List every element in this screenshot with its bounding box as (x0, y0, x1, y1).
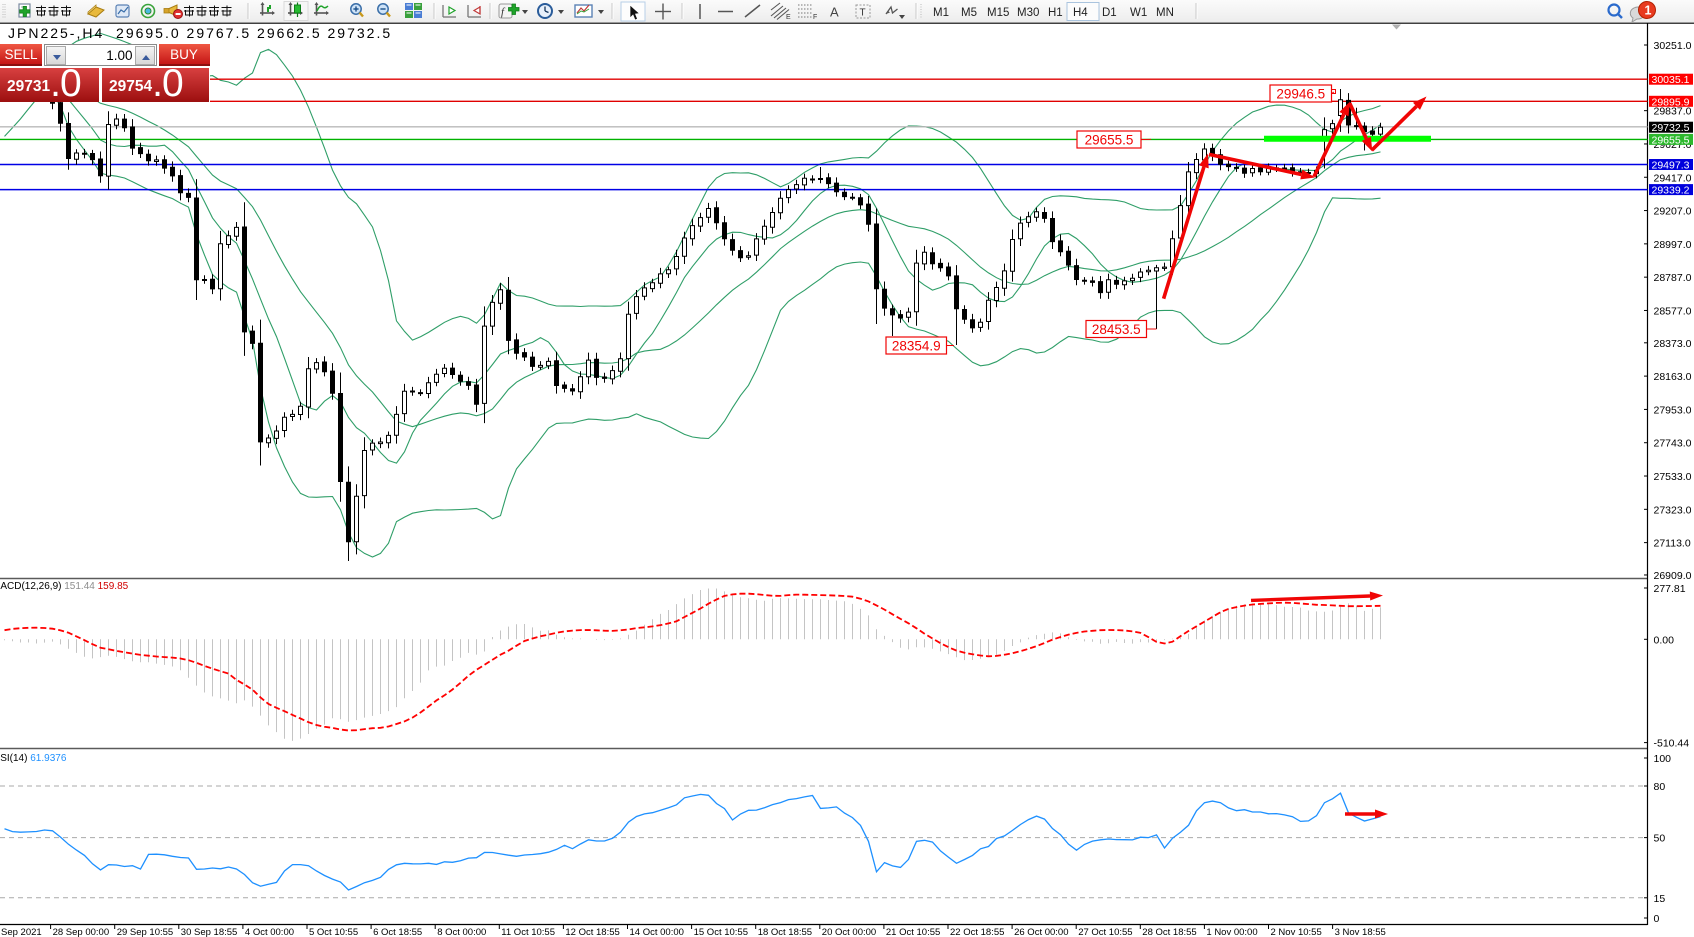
svg-text:29837.0: 29837.0 (1654, 106, 1692, 118)
svg-text:W1: W1 (1130, 7, 1147, 19)
svg-text:22 Oct 18:55: 22 Oct 18:55 (950, 927, 1004, 937)
svg-text:15 Oct 10:55: 15 Oct 10:55 (694, 927, 748, 937)
svg-text:H4: H4 (1073, 7, 1088, 19)
svg-text:30 Sep 18:55: 30 Sep 18:55 (181, 927, 238, 937)
svg-text:29946.5: 29946.5 (1276, 87, 1325, 102)
svg-text:1: 1 (1645, 4, 1652, 18)
svg-text:28997.0: 28997.0 (1654, 239, 1692, 251)
svg-text:A: A (830, 5, 839, 20)
svg-text:28577.0: 28577.0 (1654, 305, 1692, 317)
svg-text:T: T (860, 8, 866, 19)
svg-text:28787.0: 28787.0 (1654, 272, 1692, 284)
svg-text:27 Oct 10:55: 27 Oct 10:55 (1078, 927, 1132, 937)
svg-text:Sep 2021: Sep 2021 (1, 927, 42, 937)
svg-text:14 Oct 00:00: 14 Oct 00:00 (630, 927, 684, 937)
svg-text:29655.5: 29655.5 (1085, 133, 1134, 148)
svg-text:M30: M30 (1017, 7, 1039, 19)
svg-text:MACD(12,26,9) 151.44 159.85: MACD(12,26,9) 151.44 159.85 (0, 581, 129, 592)
svg-text:f: f (501, 6, 506, 18)
svg-text:27113.0: 27113.0 (1654, 538, 1691, 550)
svg-text:JPN225-,H4 29695.0 29767.5 29: JPN225-,H4 29695.0 29767.5 29662.5 29732… (8, 25, 392, 41)
svg-text:27953.0: 27953.0 (1654, 404, 1692, 416)
svg-text:3 Nov 18:55: 3 Nov 18:55 (1335, 927, 1386, 937)
svg-text:28 Oct 18:55: 28 Oct 18:55 (1142, 927, 1196, 937)
svg-text:5 Oct 10:55: 5 Oct 10:55 (309, 927, 358, 937)
svg-text:18 Oct 18:55: 18 Oct 18:55 (758, 927, 812, 937)
svg-text:1 Nov 00:00: 1 Nov 00:00 (1206, 927, 1257, 937)
svg-text:H1: H1 (1048, 7, 1063, 19)
svg-text:E: E (786, 14, 791, 21)
svg-text:29895.9: 29895.9 (1652, 96, 1690, 108)
svg-text:M1: M1 (933, 7, 949, 19)
svg-text:29 Sep 10:55: 29 Sep 10:55 (117, 927, 174, 937)
svg-text:29207.0: 29207.0 (1654, 206, 1692, 218)
svg-text:6 Oct 18:55: 6 Oct 18:55 (373, 927, 422, 937)
svg-text:-510.44: -510.44 (1654, 738, 1690, 750)
svg-text:27743.0: 27743.0 (1654, 438, 1692, 450)
svg-text:30251.0: 30251.0 (1654, 40, 1692, 52)
svg-text:15: 15 (1654, 893, 1666, 905)
svg-text:28 Sep 00:00: 28 Sep 00:00 (53, 927, 110, 937)
svg-text:29417.0: 29417.0 (1654, 172, 1692, 184)
svg-text:MN: MN (1156, 7, 1174, 19)
svg-text:M5: M5 (961, 7, 977, 19)
svg-text:4 Oct 00:00: 4 Oct 00:00 (245, 927, 294, 937)
svg-text:RSI(14) 61.9376: RSI(14) 61.9376 (0, 753, 67, 764)
svg-text:29339.2: 29339.2 (1652, 185, 1690, 197)
svg-text:50: 50 (1654, 833, 1666, 845)
svg-text:100: 100 (1654, 753, 1672, 765)
svg-text:277.81: 277.81 (1654, 583, 1686, 595)
svg-text:2 Nov 10:55: 2 Nov 10:55 (1271, 927, 1322, 937)
svg-text:28354.9: 28354.9 (892, 339, 941, 354)
svg-text:F: F (813, 14, 817, 21)
svg-text:27323.0: 27323.0 (1654, 504, 1692, 516)
svg-text:20 Oct 00:00: 20 Oct 00:00 (822, 927, 876, 937)
svg-text:0: 0 (1654, 913, 1660, 925)
svg-text:28373.0: 28373.0 (1654, 338, 1692, 350)
svg-text:11 Oct 10:55: 11 Oct 10:55 (501, 927, 555, 937)
svg-text:26 Oct 00:00: 26 Oct 00:00 (1014, 927, 1068, 937)
svg-text:D1: D1 (1102, 7, 1117, 19)
svg-text:28163.0: 28163.0 (1654, 371, 1692, 383)
svg-text:29655.5: 29655.5 (1652, 134, 1690, 146)
svg-text:30035.1: 30035.1 (1652, 74, 1690, 86)
svg-text:29497.3: 29497.3 (1652, 160, 1690, 172)
svg-text:80: 80 (1654, 781, 1666, 793)
svg-text:26909.0: 26909.0 (1654, 570, 1692, 582)
svg-text:8 Oct 00:00: 8 Oct 00:00 (437, 927, 486, 937)
svg-text:M15: M15 (987, 7, 1009, 19)
svg-text:28453.5: 28453.5 (1092, 322, 1141, 337)
svg-text:12 Oct 18:55: 12 Oct 18:55 (565, 927, 619, 937)
svg-text:21 Oct 10:55: 21 Oct 10:55 (886, 927, 940, 937)
svg-text:27533.0: 27533.0 (1654, 471, 1692, 483)
svg-text:29732.5: 29732.5 (1652, 122, 1690, 134)
svg-text:0.00: 0.00 (1654, 634, 1675, 646)
